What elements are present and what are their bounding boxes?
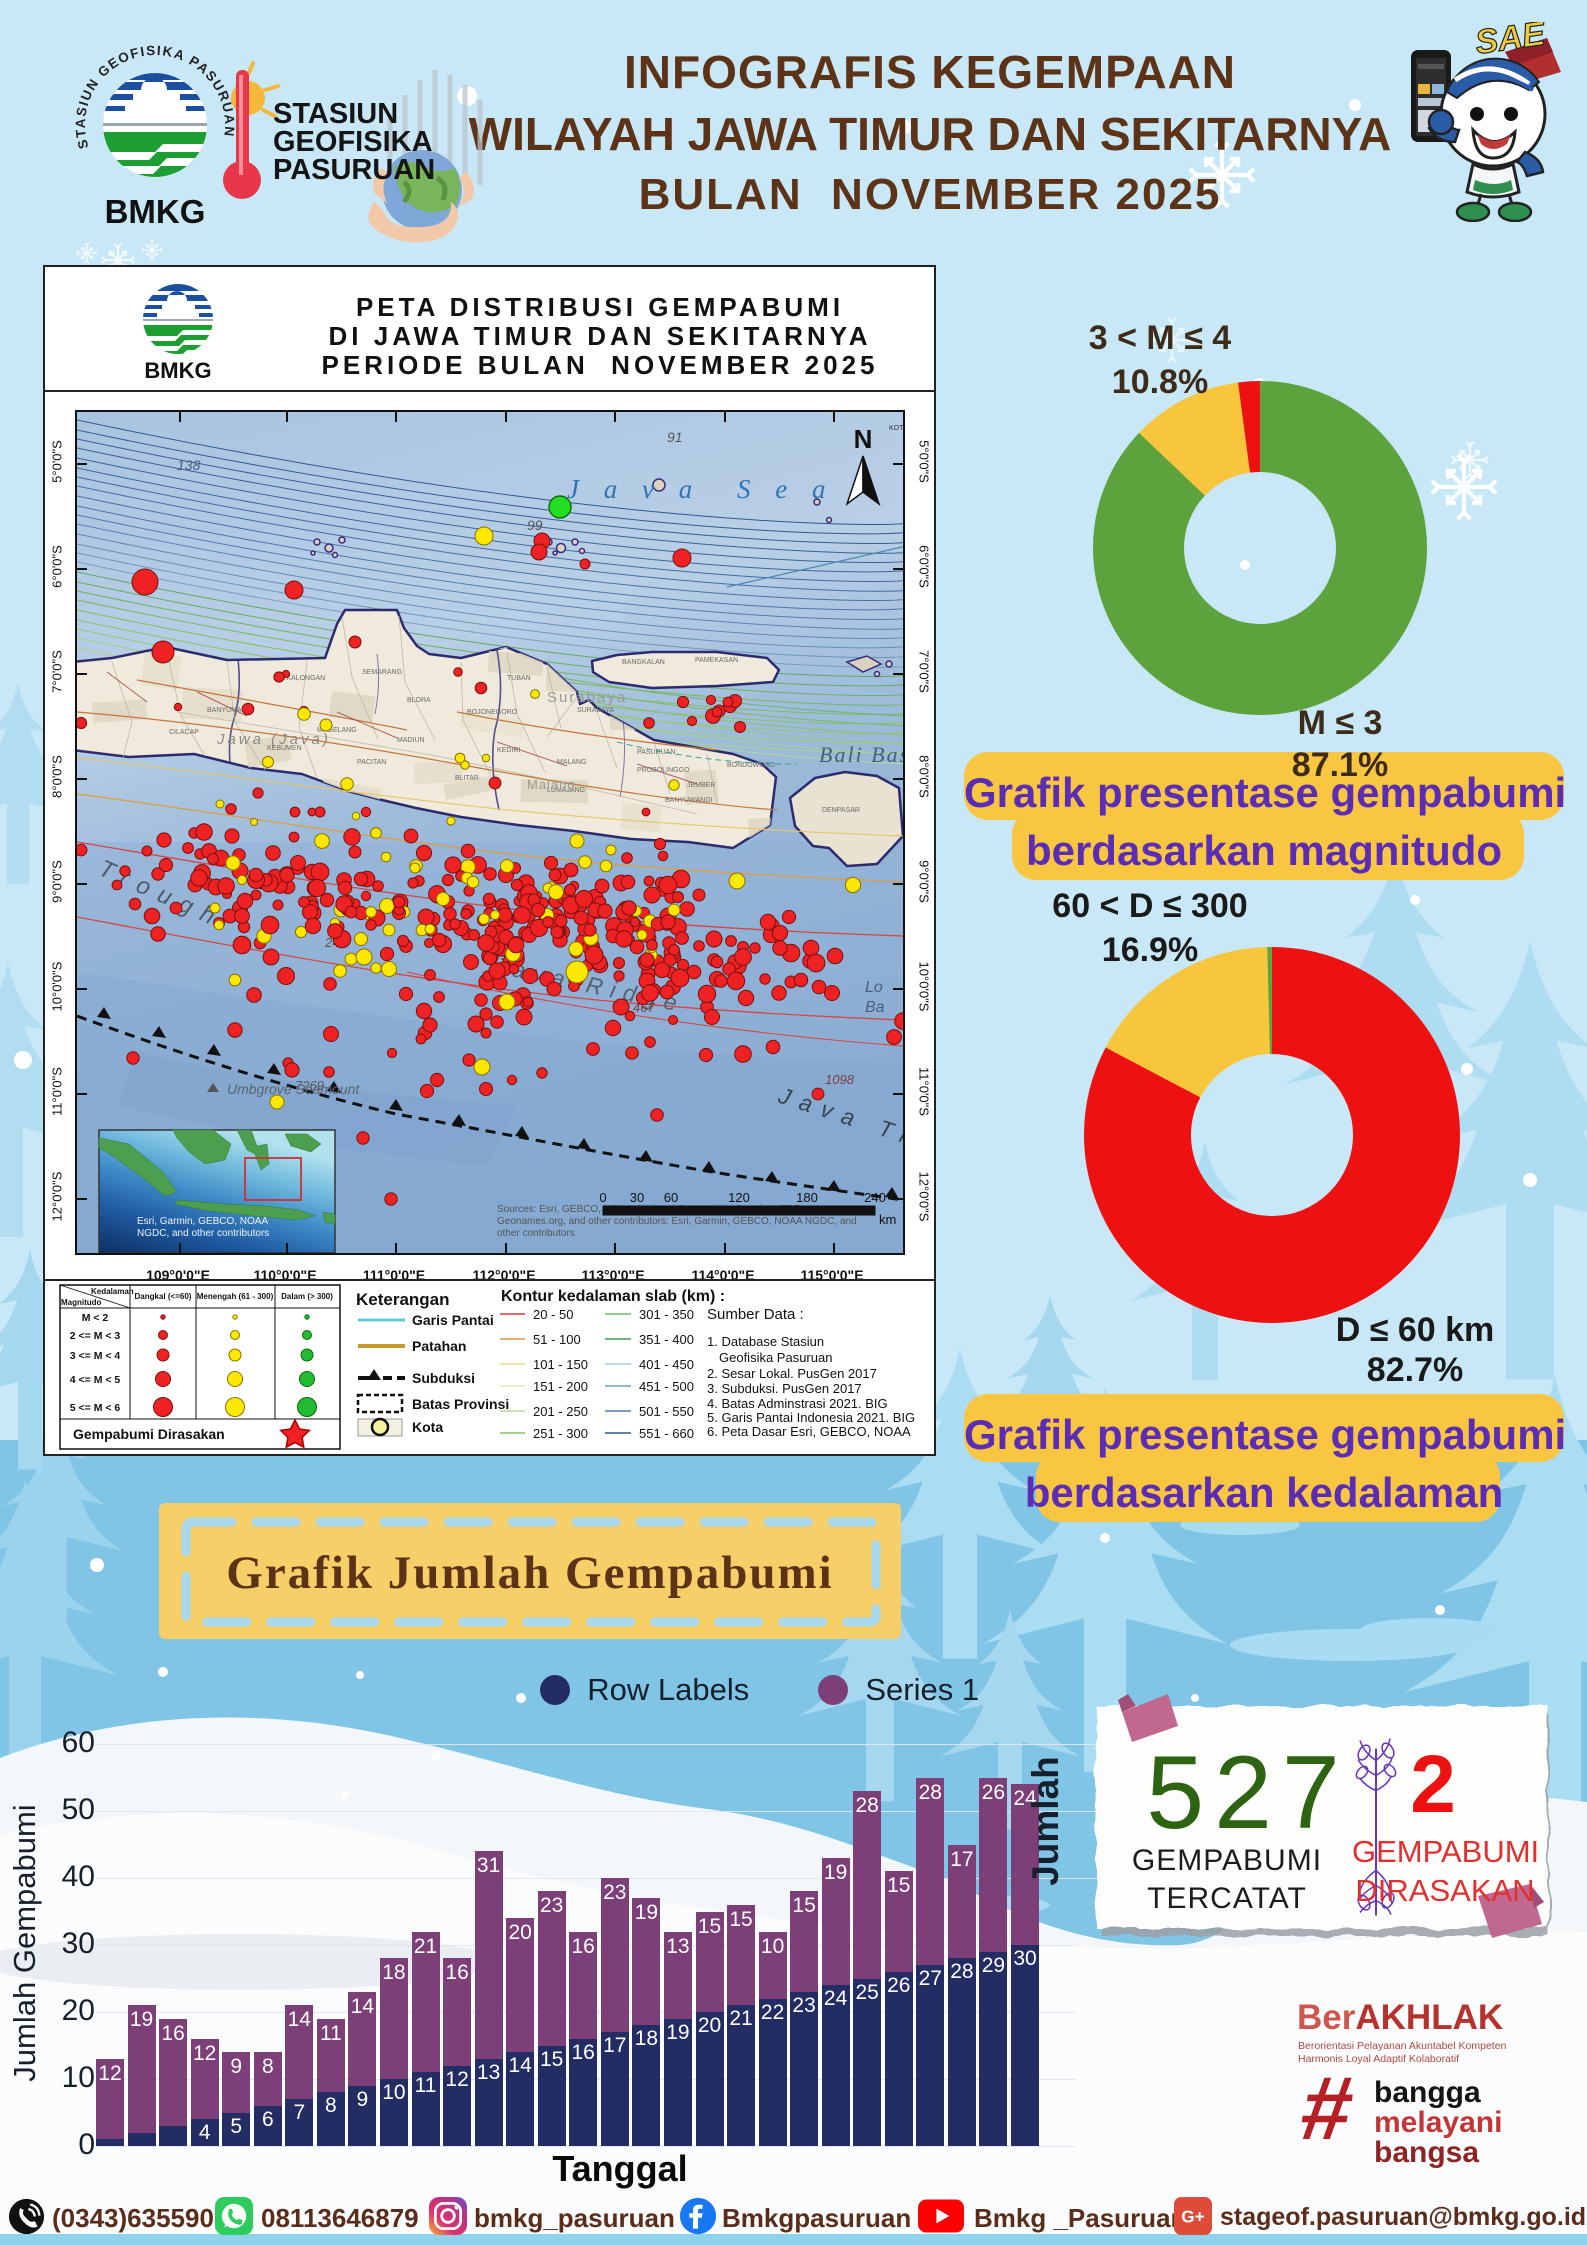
svg-text:351 - 400: 351 - 400 [639, 1332, 694, 1347]
svg-text:Keterangan: Keterangan [356, 1290, 450, 1309]
svg-text:S e a: S e a [737, 474, 834, 504]
svg-text:BLITAR: BLITAR [455, 775, 479, 782]
svg-text:BANGKALAN: BANGKALAN [622, 659, 665, 666]
svg-text:Kedalaman: Kedalaman [91, 1287, 134, 1296]
svg-text:99: 99 [527, 517, 543, 533]
svg-text:KOTA BARU: KOTA BARU [889, 425, 903, 432]
svg-text:G+: G+ [1181, 2206, 1204, 2226]
svg-text:GEOFISIKA: GEOFISIKA [273, 126, 433, 158]
svg-text:Kontur kedalaman slab (km) :: Kontur kedalaman slab (km) : [501, 1288, 725, 1305]
svg-text:301 - 350: 301 - 350 [639, 1307, 694, 1322]
svg-text:Gempabumi Dirasakan: Gempabumi Dirasakan [73, 1426, 225, 1442]
svg-text:Dalam (> 300): Dalam (> 300) [281, 1292, 333, 1301]
svg-text:5 <= M < 6: 5 <= M < 6 [70, 1402, 121, 1414]
svg-text:PASURUAN: PASURUAN [637, 749, 675, 756]
svg-text:2 <= M < 3: 2 <= M < 3 [70, 1330, 121, 1342]
svg-text:Patahan: Patahan [412, 1338, 466, 1354]
svg-text:MADIUN: MADIUN [397, 737, 425, 744]
svg-text:NGDC, and other contributors: NGDC, and other contributors [137, 1228, 269, 1239]
svg-text:km: km [879, 1212, 896, 1227]
svg-text:120: 120 [728, 1190, 750, 1205]
svg-text:PAMEKASAN: PAMEKASAN [695, 657, 738, 664]
svg-text:J a v a: J a v a [567, 474, 701, 504]
svg-text:51 - 100: 51 - 100 [533, 1332, 581, 1347]
svg-text:4 <= M < 5: 4 <= M < 5 [70, 1374, 121, 1386]
svg-text:KEDIRI: KEDIRI [497, 747, 520, 754]
svg-text:5. Garis Pantai Indonesia 2021: 5. Garis Pantai Indonesia 2021. BIG [707, 1410, 915, 1425]
svg-text:Surabaya: Surabaya [547, 689, 627, 706]
svg-text:BMKG: BMKG [105, 193, 206, 230]
svg-text:Umbgrove Seamount: Umbgrove Seamount [227, 1081, 360, 1097]
svg-text:BONDOWOSO: BONDOWOSO [727, 762, 775, 769]
svg-text:0: 0 [599, 1190, 606, 1205]
svg-text:3 <= M < 4: 3 <= M < 4 [70, 1350, 121, 1362]
svg-text:Batas Provinsi: Batas Provinsi [412, 1396, 509, 1412]
svg-text:Bali Bas: Bali Bas [819, 742, 903, 767]
svg-text:BMKG: BMKG [144, 358, 211, 383]
svg-text:JEMBER: JEMBER [687, 782, 715, 789]
svg-text:20 - 50: 20 - 50 [533, 1307, 573, 1322]
svg-text:PASURUAN: PASURUAN [273, 154, 435, 186]
svg-text:151 - 200: 151 - 200 [533, 1379, 588, 1394]
svg-text:1. Database Stasiun: 1. Database Stasiun [707, 1334, 824, 1349]
svg-text:7269: 7269 [295, 1078, 324, 1093]
svg-text:LUMAJANG: LUMAJANG [547, 787, 585, 794]
svg-text:N: N [854, 424, 873, 454]
svg-text:PEKALONGAN: PEKALONGAN [277, 675, 325, 682]
svg-text:Magnitudo: Magnitudo [61, 1298, 102, 1307]
svg-text:30: 30 [630, 1190, 644, 1205]
svg-text:4. Batas Adminstrasi 2021. BIG: 4. Batas Adminstrasi 2021. BIG [707, 1396, 888, 1411]
svg-text:201 - 250: 201 - 250 [533, 1404, 588, 1419]
svg-text:401 - 450: 401 - 450 [639, 1357, 694, 1372]
svg-text:M < 2: M < 2 [82, 1312, 109, 1324]
svg-text:6. Peta Dasar Esri, GEBCO, NOA: 6. Peta Dasar Esri, GEBCO, NOAA [707, 1424, 911, 1439]
svg-text:240: 240 [864, 1190, 886, 1205]
svg-text:PROBOLINGGO: PROBOLINGGO [637, 767, 690, 774]
svg-text:Esri, Garmin, GEBCO, NOAA: Esri, Garmin, GEBCO, NOAA [137, 1216, 268, 1227]
svg-text:BLORA: BLORA [407, 697, 431, 704]
svg-text:Ba: Ba [865, 999, 885, 1016]
svg-text:60: 60 [664, 1190, 678, 1205]
svg-text:Dangkal (<=60): Dangkal (<=60) [135, 1292, 192, 1301]
svg-text:TUBAN: TUBAN [507, 675, 531, 682]
svg-text:Subduksi: Subduksi [412, 1370, 475, 1386]
svg-text:STASIUN: STASIUN [273, 98, 398, 130]
svg-text:BOJONEGORO: BOJONEGORO [467, 709, 518, 716]
svg-text:BANYUWANGI: BANYUWANGI [665, 797, 713, 804]
svg-text:467: 467 [633, 1000, 655, 1015]
svg-text:Malang: Malang [527, 777, 576, 792]
svg-text:Garis Pantai: Garis Pantai [412, 1312, 494, 1328]
svg-text:Jawa (Java): Jawa (Java) [216, 731, 331, 748]
svg-text:BANYUMAS: BANYUMAS [207, 707, 247, 714]
svg-text:Kota: Kota [412, 1419, 443, 1435]
svg-text:CILACAP: CILACAP [169, 729, 199, 736]
svg-text:Geofisika Pasuruan: Geofisika Pasuruan [719, 1350, 832, 1365]
svg-text:3. Subduksi. PusGen 2017: 3. Subduksi. PusGen 2017 [707, 1381, 862, 1396]
svg-text:251 - 300: 251 - 300 [533, 1426, 588, 1441]
svg-text:101 - 150: 101 - 150 [533, 1357, 588, 1372]
svg-text:501 - 550: 501 - 550 [639, 1404, 694, 1419]
svg-text:551 - 660: 551 - 660 [639, 1426, 694, 1441]
svg-text:Menengah (61 - 300): Menengah (61 - 300) [197, 1292, 274, 1301]
svg-text:Lo: Lo [865, 979, 883, 996]
svg-text:1098: 1098 [825, 1072, 855, 1087]
svg-text:91: 91 [667, 429, 683, 445]
svg-text:other contributors: other contributors [497, 1228, 575, 1239]
svg-text:DENPASAR: DENPASAR [822, 807, 860, 814]
svg-text:Sumber Data :: Sumber Data : [707, 1306, 804, 1323]
svg-text:2. Sesar Lokal. PusGen 2017: 2. Sesar Lokal. PusGen 2017 [707, 1366, 877, 1381]
svg-text:SURABAYA: SURABAYA [577, 707, 614, 714]
svg-text:PACITAN: PACITAN [357, 759, 386, 766]
svg-text:MAGELANG: MAGELANG [317, 727, 357, 734]
svg-text:180: 180 [796, 1190, 818, 1205]
svg-text:SEMARANG: SEMARANG [362, 669, 402, 676]
svg-text:KEBUMEN: KEBUMEN [267, 745, 302, 752]
svg-text:138: 138 [177, 457, 201, 473]
svg-text:Geonames.org, and other contri: Geonames.org, and other contributors: Es… [497, 1216, 857, 1227]
svg-text:451 - 500: 451 - 500 [639, 1379, 694, 1394]
svg-text:MALANG: MALANG [557, 759, 587, 766]
